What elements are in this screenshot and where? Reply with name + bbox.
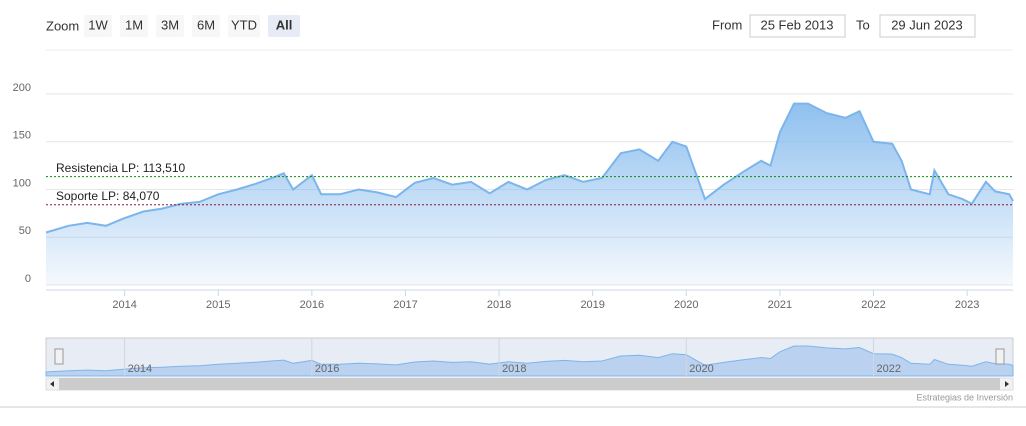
zoom-button[interactable] [156,15,184,37]
y-tick-label: 150 [13,130,31,142]
y-tick-label: 100 [13,177,31,189]
y-tick-label: 0 [25,273,31,285]
x-tick-label: 2022 [861,299,885,311]
zoom-label: Zoom [46,18,79,33]
scrollbar-thumb[interactable] [59,378,1000,390]
zoom-button-label[interactable]: All [276,17,293,32]
navigator-tick-label: 2016 [315,363,339,375]
zoom-button-label[interactable]: 1M [125,17,143,32]
credits: Estrategias de Inversión [916,392,1013,402]
from-input-box[interactable] [749,14,846,38]
to-input[interactable]: 29 Jun 2023 [891,17,963,32]
navigator-area [45,345,1014,377]
zoom-button[interactable] [268,15,300,37]
x-tick-label: 2023 [955,299,979,311]
area-fill [46,103,1013,285]
to-label: To [856,17,870,32]
x-tick-label: 2020 [674,299,698,311]
zoom-button-label[interactable]: 1W [88,17,108,32]
x-tick-label: 2016 [300,299,324,311]
zoom-button[interactable] [120,15,148,37]
x-tick-label: 2017 [393,299,417,311]
navigator-tick-label: 2014 [128,363,152,375]
x-tick-label: 2014 [112,299,136,311]
zoom-button-label[interactable]: 3M [161,17,179,32]
plot-line-label: Resistencia LP: 113,510 [56,161,186,175]
scrollbar-left-arrow[interactable] [50,381,54,387]
y-tick-label: 50 [19,225,31,237]
y-tick-label: 200 [13,82,31,94]
zoom-button-label[interactable]: 6M [197,17,215,32]
x-tick-label: 2021 [768,299,792,311]
to-input-box[interactable] [879,14,976,38]
scrollbar-right-arrow[interactable] [1005,381,1009,387]
x-tick-label: 2015 [206,299,230,311]
navigator-handle[interactable] [54,348,64,365]
x-tick-label: 2018 [487,299,511,311]
navigator-tick-label: 2018 [502,363,526,375]
zoom-button[interactable] [192,15,220,37]
area-line [45,102,1014,234]
navigator-handle[interactable] [995,348,1005,365]
zoom-button[interactable] [228,15,260,37]
zoom-button[interactable] [84,15,112,37]
x-tick-label: 2019 [580,299,604,311]
zoom-button-label[interactable]: YTD [231,17,257,32]
plot-line-label: Soporte LP: 84,070 [56,189,160,203]
from-label: From [712,17,742,32]
navigator-tick-label: 2022 [877,363,901,375]
from-input[interactable]: 25 Feb 2013 [760,17,833,32]
navigator-tick-label: 2020 [689,363,713,375]
